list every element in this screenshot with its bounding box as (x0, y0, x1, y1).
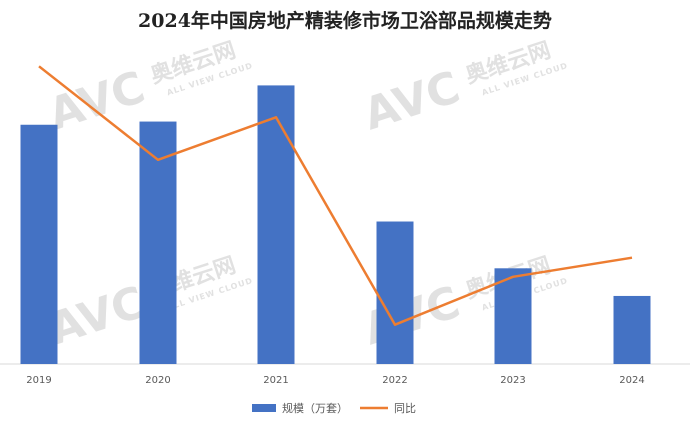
bar-2022 (376, 221, 414, 364)
legend: 规模（万套） 同比 (252, 401, 416, 415)
legend-label-bar: 规模（万套） (282, 401, 348, 415)
x-axis-ticks: 2019 2020 2021 2022 2023 2024 (26, 375, 644, 386)
legend-label-line: 同比 (394, 402, 416, 415)
legend-swatch-bar (252, 404, 276, 412)
bar-2023 (494, 268, 532, 364)
bar-2021 (257, 85, 295, 364)
x-tick-label: 2024 (619, 375, 644, 386)
watermark-brand: AVC (43, 277, 151, 356)
x-tick-label: 2023 (500, 375, 525, 386)
chart-title: 2024年中国房地产精装修市场卫浴部品规模走势 (138, 9, 552, 32)
line-series (38, 65, 633, 326)
x-tick-label: 2022 (382, 375, 407, 386)
bar-2020 (139, 121, 177, 364)
watermark-brand: AVC (358, 62, 466, 141)
x-tick-label: 2021 (263, 375, 288, 386)
x-tick-label: 2019 (26, 375, 51, 386)
watermark-brand: AVC (43, 62, 151, 141)
x-tick-label: 2020 (145, 375, 170, 386)
bar-series (20, 85, 651, 364)
bar-2019 (20, 124, 58, 364)
line-yoy (38, 65, 633, 326)
bar-2024 (613, 295, 651, 364)
